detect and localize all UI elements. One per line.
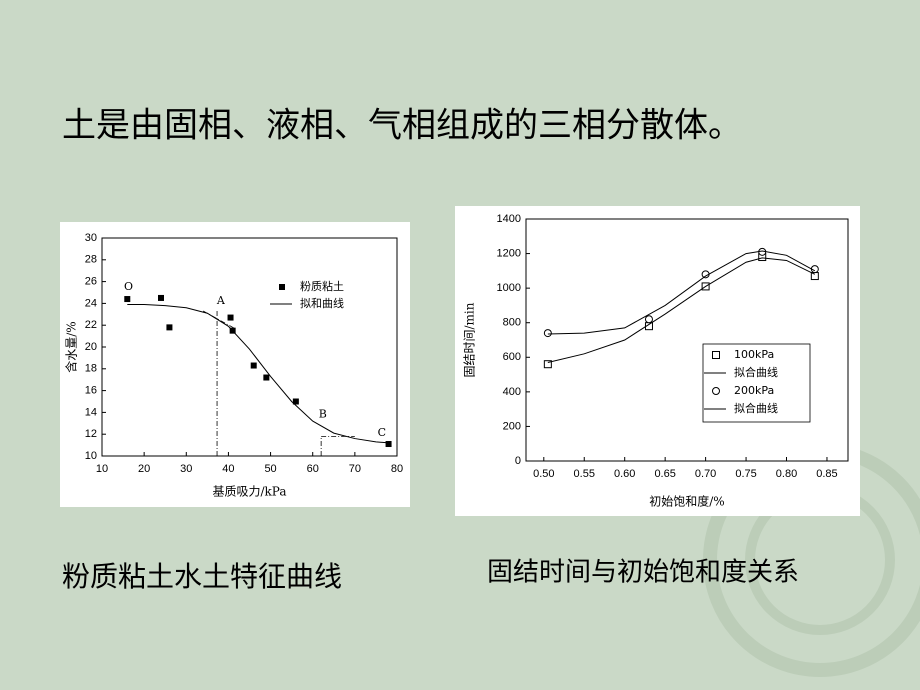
x-tick-label: 50: [264, 463, 276, 475]
legend-label: 拟和曲线: [300, 296, 344, 310]
x-tick-label: 0.65: [654, 468, 675, 480]
annotation: B: [319, 408, 327, 421]
marker: [158, 294, 164, 301]
marker: [292, 398, 299, 405]
marker: [263, 374, 270, 381]
x-tick-label: 0.70: [695, 468, 716, 480]
legend-marker: [279, 284, 285, 290]
marker: [166, 324, 173, 331]
x-tick-label: 80: [391, 463, 403, 475]
x-axis-label: 基质吸力/kPa: [212, 485, 286, 499]
y-tick-label: 14: [85, 406, 97, 418]
x-tick-label: 30: [180, 463, 192, 475]
x-tick-label: 60: [307, 463, 319, 475]
guide-line: [202, 310, 235, 329]
y-tick-label: 16: [85, 385, 97, 397]
annotation: A: [216, 294, 226, 307]
y-tick-label: 600: [503, 351, 521, 363]
y-tick-label: 1400: [497, 213, 521, 225]
x-tick-label: 40: [222, 463, 234, 475]
y-tick-label: 28: [85, 254, 97, 266]
y-tick-label: 22: [85, 319, 97, 331]
y-tick-label: 1200: [497, 247, 521, 259]
x-tick-label: 0.80: [776, 468, 797, 480]
y-tick-label: 26: [85, 276, 97, 288]
y-tick-label: 18: [85, 363, 97, 375]
legend-label: 粉质粘土: [300, 279, 344, 293]
y-tick-label: 400: [503, 386, 521, 398]
marker: [250, 362, 257, 369]
y-tick-label: 12: [85, 428, 97, 440]
x-tick-label: 0.50: [533, 468, 554, 480]
legend-marker: [712, 351, 720, 359]
y-tick-label: 1000: [497, 282, 521, 294]
legend-marker: [712, 387, 720, 395]
chart-background: [60, 222, 410, 507]
y-tick-label: 800: [503, 317, 521, 329]
fit-curve: [127, 303, 389, 444]
y-tick-label: 200: [503, 420, 521, 432]
fit-curve: [547, 250, 816, 335]
fit-curve: [547, 257, 816, 363]
x-tick-label: 0.75: [735, 468, 756, 480]
y-axis-label: 固结时间/min: [463, 302, 477, 377]
x-tick-label: 0.55: [574, 468, 595, 480]
y-tick-label: 30: [85, 232, 97, 244]
y-axis-label: 含水量/%: [64, 321, 79, 372]
chart-caption: 固结时间与初始饱和度关系: [487, 558, 799, 588]
x-tick-label: 0.85: [816, 468, 837, 480]
legend-label: 100kPa: [734, 348, 774, 361]
y-tick-label: 0: [515, 455, 521, 467]
legend-label: 拟合曲线: [734, 401, 778, 415]
annotation: O: [124, 280, 133, 293]
x-tick-label: 20: [138, 463, 150, 475]
marker: [124, 296, 131, 303]
marker: [543, 329, 552, 338]
y-tick-label: 24: [85, 297, 97, 309]
marker: [644, 315, 653, 324]
y-tick-label: 20: [85, 341, 97, 353]
x-tick-label: 10: [96, 463, 108, 475]
slide-title: 土是由固相、液相、气相组成的三相分散体。: [62, 106, 742, 146]
plot-frame: [525, 218, 849, 462]
x-tick-label: 0.60: [614, 468, 635, 480]
legend-label: 拟合曲线: [734, 365, 778, 379]
marker: [227, 314, 234, 321]
marker: [543, 360, 552, 369]
marker: [385, 441, 392, 448]
y-tick-label: 10: [85, 450, 97, 462]
x-axis-label: 初始饱和度/%: [649, 494, 724, 509]
legend-label: 200kPa: [734, 384, 774, 397]
annotation: C: [378, 426, 386, 439]
x-tick-label: 70: [349, 463, 361, 475]
chart-caption: 粉质粘土水土特征曲线: [62, 560, 342, 593]
